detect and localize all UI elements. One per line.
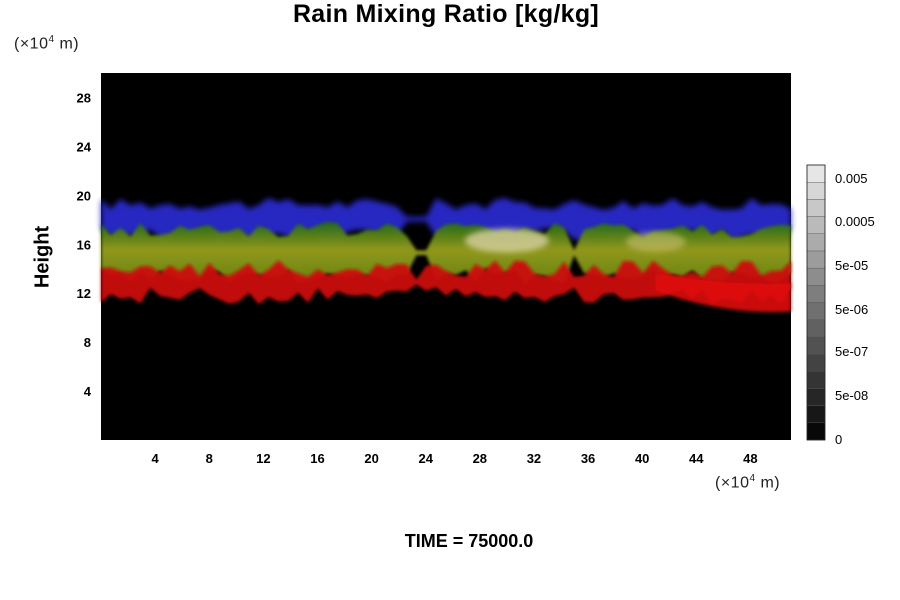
x-tick-label: 28 — [473, 451, 487, 466]
colorbar-swatch — [806, 371, 826, 389]
x-unit-prefix: (×10 — [715, 474, 750, 492]
colorbar-frame — [806, 164, 826, 441]
colorbar-swatch — [806, 285, 826, 303]
y-tick-label: 24 — [77, 139, 92, 154]
colorbar-swatch — [806, 267, 826, 286]
y-tick-label: 4 — [84, 384, 92, 399]
x-tick-label: 20 — [364, 451, 378, 466]
x-unit-exp: 4 — [749, 473, 756, 484]
x-tick-label: 44 — [689, 451, 704, 466]
highlight — [625, 231, 686, 252]
x-unit-suffix: m) — [755, 474, 781, 492]
colorbar-swatch — [806, 164, 826, 183]
x-tick-label: 32 — [527, 451, 541, 466]
x-tick-label: 40 — [635, 451, 649, 466]
x-tick-label: 24 — [418, 451, 433, 466]
colorbar-label: 5e-06 — [835, 302, 868, 317]
colorbar-swatch — [806, 250, 826, 269]
colorbar-swatch — [806, 388, 826, 406]
colorbar-label: 5e-08 — [835, 388, 868, 403]
y-unit-prefix: (×10 — [14, 35, 49, 53]
colorbar-swatch — [806, 319, 826, 338]
colorbar-swatch — [806, 216, 826, 234]
y-tick-labels: 4 8 12 16 20 24 28 — [77, 90, 92, 399]
x-tick-label: 4 — [152, 451, 160, 466]
y-unit-exp: 4 — [48, 34, 55, 45]
y-tick-label: 8 — [84, 335, 91, 350]
x-tick-label: 8 — [206, 451, 213, 466]
chart-title: Rain Mixing Ratio [kg/kg] — [292, 0, 600, 28]
y-tick-label: 20 — [77, 188, 91, 203]
colorbar-label: 0.005 — [835, 171, 868, 186]
colorbar: 0.005 0.0005 5e-05 5e-06 5e-07 5e-08 0 — [806, 164, 875, 447]
x-tick-label: 12 — [256, 451, 270, 466]
colorbar-swatch — [806, 405, 826, 424]
colorbar-swatch — [806, 302, 826, 320]
colorbar-swatch — [806, 336, 826, 355]
colorbar-label: 5e-07 — [835, 344, 868, 359]
layer-lower — [101, 260, 791, 305]
colorbar-swatch — [806, 199, 826, 217]
y-tick-label: 12 — [77, 286, 91, 301]
highlight — [464, 228, 549, 253]
y-tick-label: 16 — [77, 237, 91, 252]
x-axis-unit: (×104 m) — [715, 473, 780, 492]
y-unit-suffix: m) — [54, 35, 80, 53]
y-axis-unit: (×104 m) — [14, 34, 79, 53]
layer-lower-right — [655, 273, 791, 313]
x-tick-label: 16 — [310, 451, 324, 466]
colorbar-swatch — [806, 181, 826, 200]
time-label: TIME = 75000.0 — [404, 531, 534, 551]
colorbar-swatch — [806, 353, 826, 372]
x-tick-label: 48 — [743, 451, 757, 466]
colorbar-label: 0 — [835, 432, 842, 447]
colorbar-label: 5e-05 — [835, 258, 868, 273]
colorbar-swatch — [806, 233, 826, 252]
colorbar-label: 0.0005 — [835, 214, 875, 229]
y-tick-label: 28 — [77, 90, 91, 105]
x-tick-label: 36 — [581, 451, 595, 466]
data-field — [101, 197, 791, 313]
colorbar-swatch — [806, 422, 826, 441]
x-tick-labels: 4 8 12 16 20 24 28 32 36 40 44 48 — [152, 451, 758, 466]
